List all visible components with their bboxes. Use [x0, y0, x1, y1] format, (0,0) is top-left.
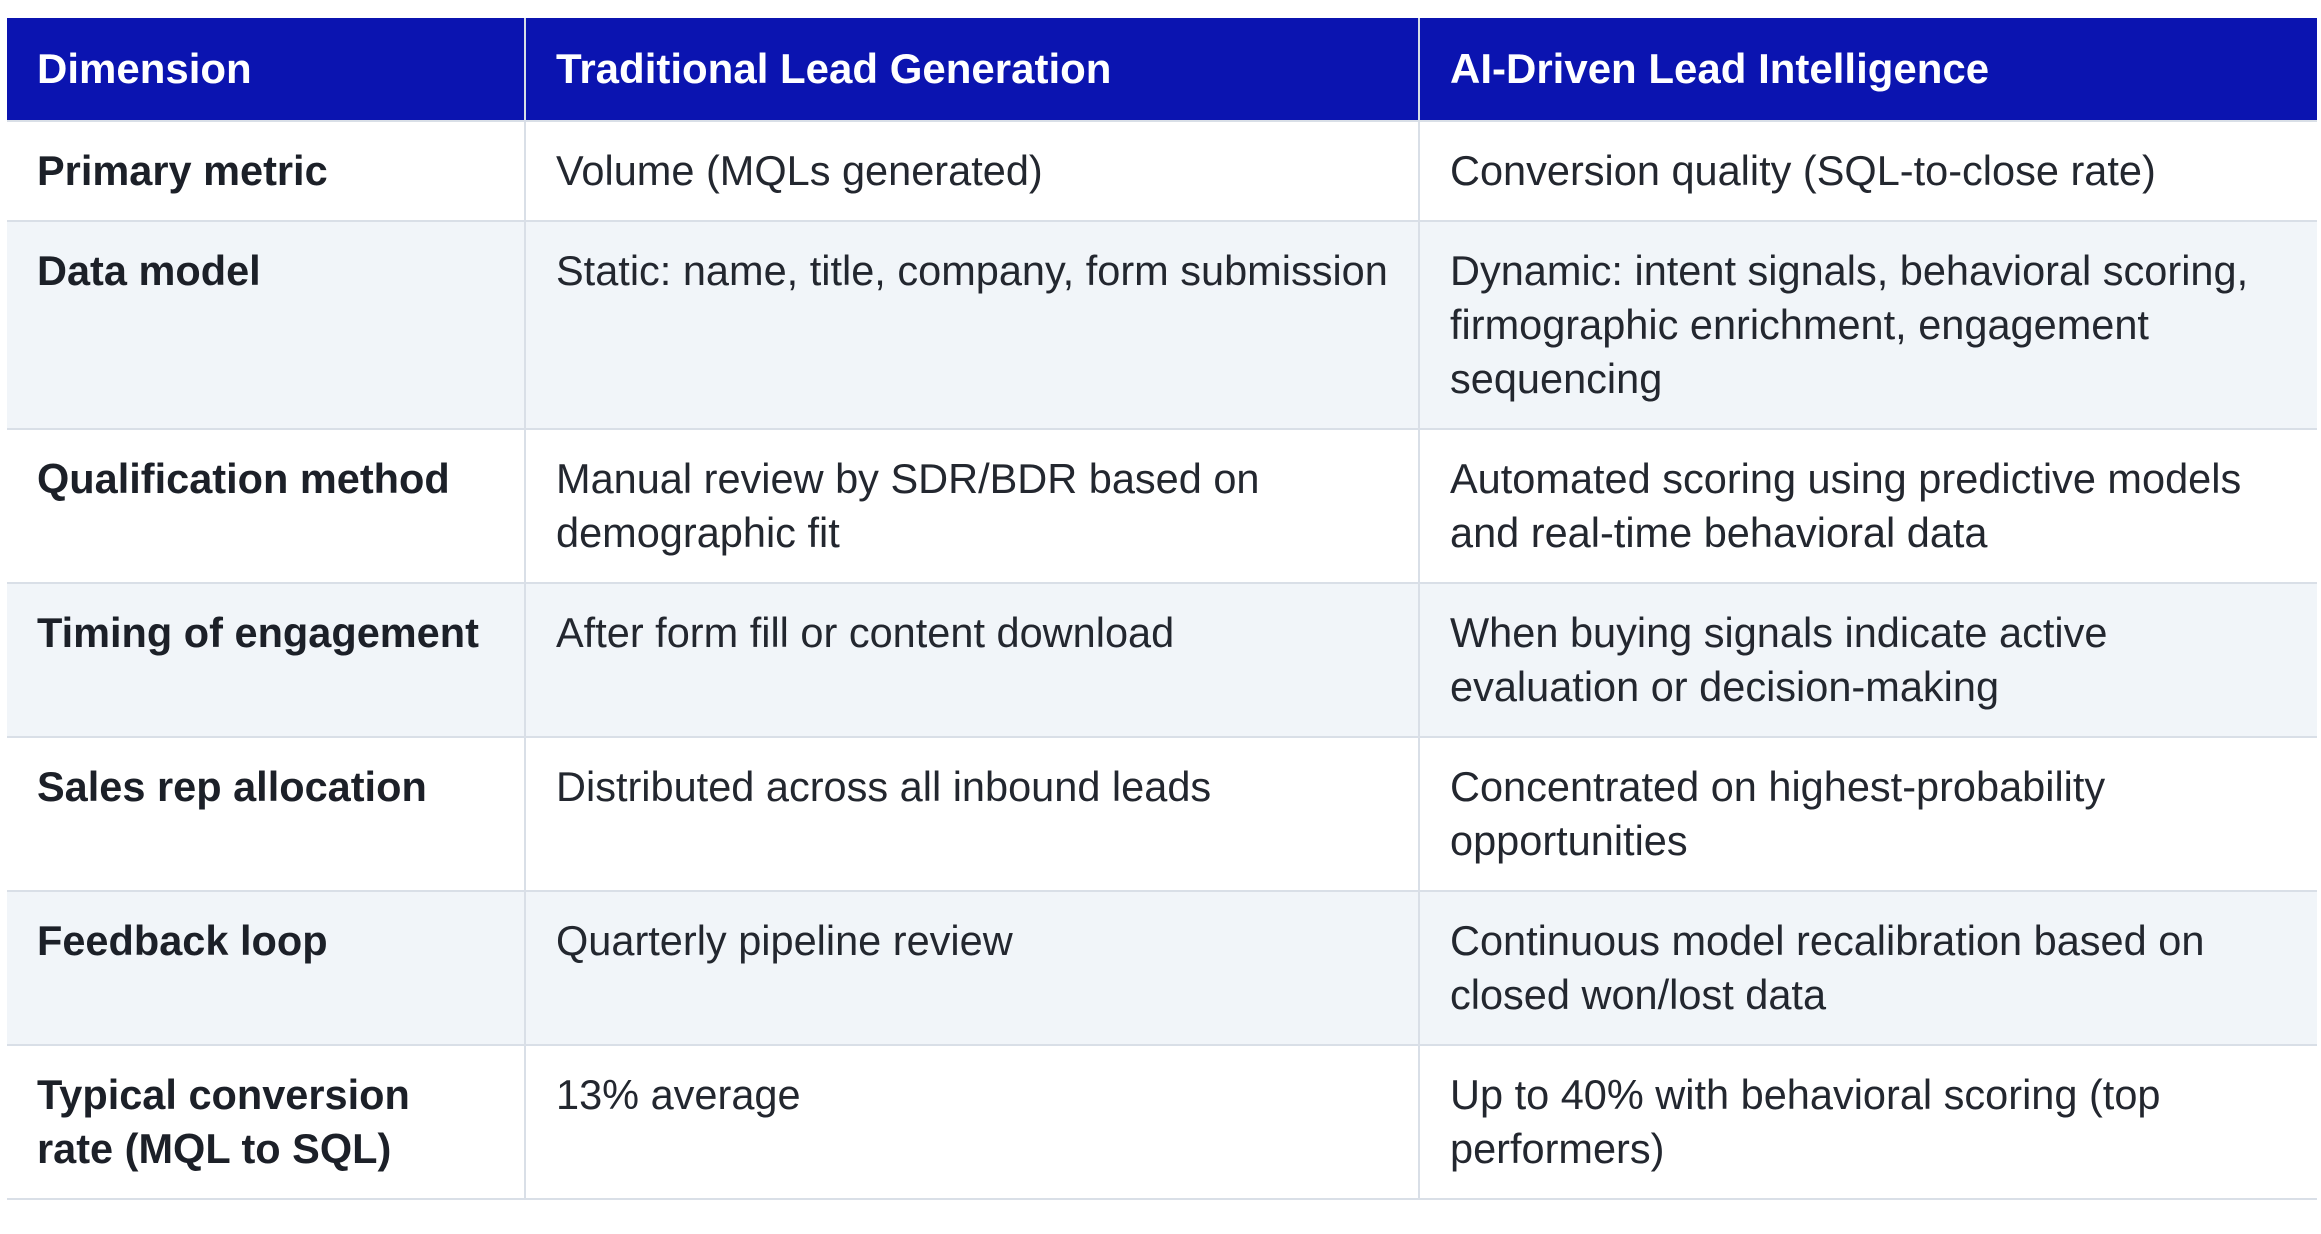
row-traditional-cell: 13% average — [525, 1044, 1420, 1200]
row-dimension-cell: Typical conversion rate (MQL to SQL) — [7, 1044, 526, 1200]
row-traditional-cell: Static: name, title, company, form submi… — [525, 220, 1420, 429]
table-row: Qualification method Manual review by SD… — [7, 428, 2317, 583]
comparison-table: Dimension Traditional Lead Generation AI… — [7, 18, 2317, 1200]
row-traditional-cell: Distributed across all inbound leads — [525, 736, 1420, 891]
row-ai-driven-cell: Concentrated on highest-probability oppo… — [1419, 736, 2317, 891]
table-row: Timing of engagement After form fill or … — [7, 582, 2317, 737]
row-ai-driven-cell: Up to 40% with behavioral scoring (top p… — [1419, 1044, 2317, 1200]
header-traditional: Traditional Lead Generation — [525, 18, 1420, 121]
table-row: Feedback loop Quarterly pipeline review … — [7, 890, 2317, 1045]
row-ai-driven-cell: Continuous model recalibration based on … — [1419, 890, 2317, 1045]
comparison-table-container: Dimension Traditional Lead Generation AI… — [7, 18, 2317, 1200]
row-dimension-cell: Primary metric — [7, 120, 526, 221]
row-traditional-cell: After form fill or content download — [525, 582, 1420, 737]
row-traditional-cell: Quarterly pipeline review — [525, 890, 1420, 1045]
row-traditional-cell: Manual review by SDR/BDR based on demogr… — [525, 428, 1420, 583]
row-ai-driven-cell: Automated scoring using predictive model… — [1419, 428, 2317, 583]
row-ai-driven-cell: Conversion quality (SQL-to-close rate) — [1419, 120, 2317, 221]
row-dimension-cell: Timing of engagement — [7, 582, 526, 737]
table-row: Primary metric Volume (MQLs generated) C… — [7, 120, 2317, 221]
row-dimension-cell: Qualification method — [7, 428, 526, 583]
row-traditional-cell: Volume (MQLs generated) — [525, 120, 1420, 221]
row-ai-driven-cell: When buying signals indicate active eval… — [1419, 582, 2317, 737]
table-header-row: Dimension Traditional Lead Generation AI… — [7, 18, 2317, 121]
table-row: Data model Static: name, title, company,… — [7, 220, 2317, 429]
row-ai-driven-cell: Dynamic: intent signals, behavioral scor… — [1419, 220, 2317, 429]
table-row: Typical conversion rate (MQL to SQL) 13%… — [7, 1044, 2317, 1200]
header-dimension: Dimension — [7, 18, 526, 121]
row-dimension-cell: Data model — [7, 220, 526, 429]
row-dimension-cell: Sales rep allocation — [7, 736, 526, 891]
row-dimension-cell: Feedback loop — [7, 890, 526, 1045]
header-ai-driven: AI-Driven Lead Intelligence — [1419, 18, 2317, 121]
table-row: Sales rep allocation Distributed across … — [7, 736, 2317, 891]
